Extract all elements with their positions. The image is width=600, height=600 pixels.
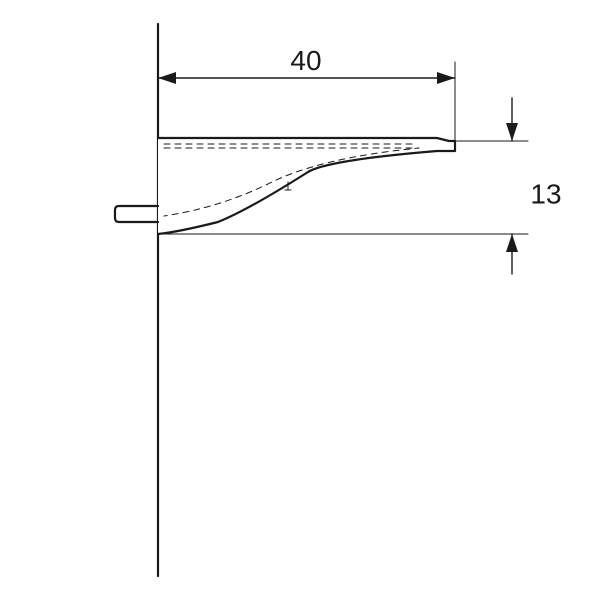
drain-stub <box>115 206 158 222</box>
dim-height-value: 13 <box>530 178 561 209</box>
dim-width-value: 40 <box>290 45 321 76</box>
basin-outline <box>158 138 455 234</box>
